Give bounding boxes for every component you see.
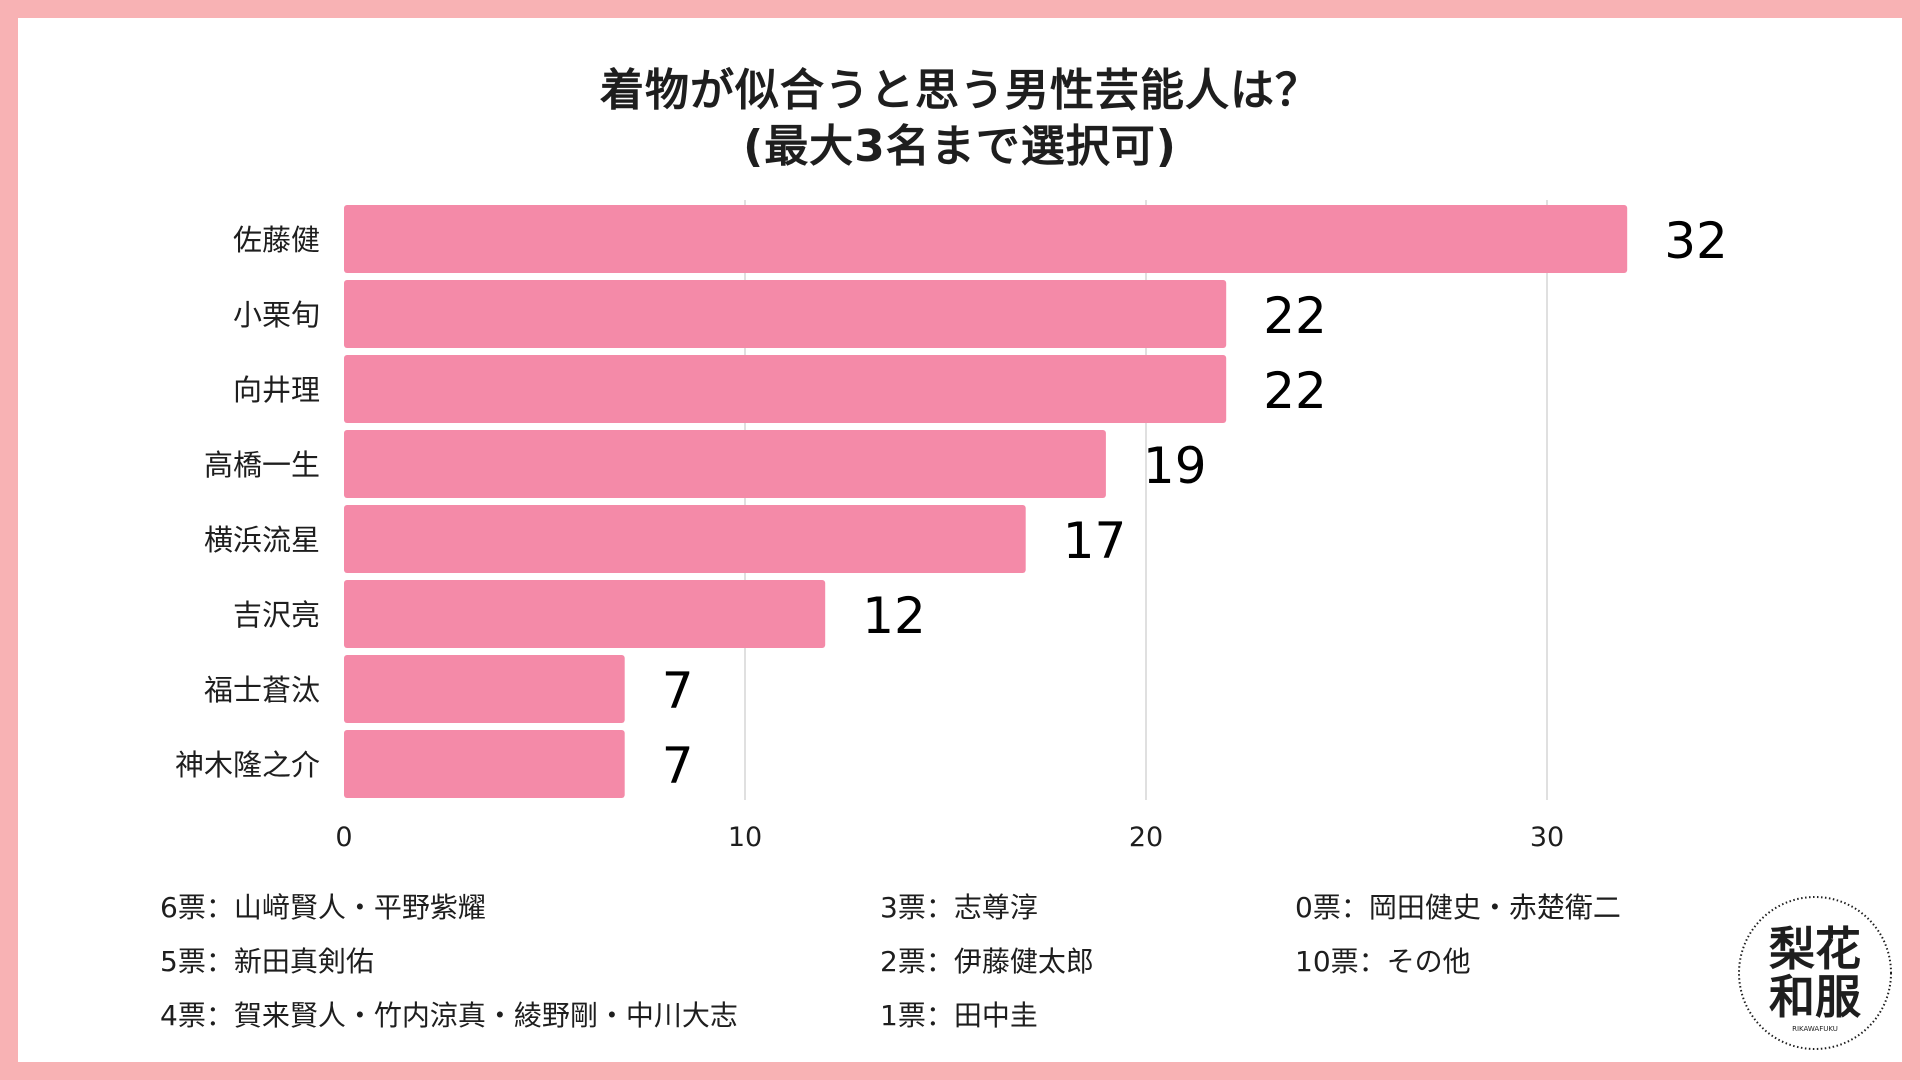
bar: [344, 205, 1628, 273]
value-label: 12: [862, 587, 926, 645]
rika-wafuku-logo: 梨花 和服 RIKAWAFUKU: [1738, 896, 1892, 1050]
value-label: 17: [1063, 512, 1127, 570]
bar: [344, 430, 1106, 498]
bar: [344, 730, 625, 798]
bar-chart: 佐藤健 32 小栗旬 22 向井理 22 高橋一生 19 横浜流星 17 吉沢亮 12 福士蒼汰 7 神木隆…: [175, 200, 1728, 853]
bar: [344, 355, 1227, 423]
legend-note: 2票：伊藤健太郎: [880, 945, 1094, 978]
value-label: 19: [1143, 437, 1207, 495]
legend-note: 5票：新田真剣佑: [160, 945, 374, 978]
bar: [344, 505, 1026, 573]
value-label: 7: [662, 662, 694, 720]
logo-subtext: RIKAWAFUKU: [1792, 1025, 1838, 1033]
chart-title-line1: 着物が似合うと思う男性芸能人は？: [600, 65, 1320, 116]
bar: [344, 280, 1227, 348]
value-label: 22: [1263, 287, 1327, 345]
category-label: 小栗旬: [233, 298, 320, 332]
x-tick-label: 30: [1530, 822, 1564, 853]
legend-note: 0票：岡田健史・赤楚衛二: [1295, 891, 1621, 924]
category-label: 高橋一生: [204, 448, 320, 482]
bar: [344, 655, 625, 723]
legend-note: 6票：山﨑賢人・平野紫耀: [160, 891, 486, 924]
value-label: 22: [1263, 362, 1327, 420]
legend-note: 3票：志尊淳: [880, 891, 1038, 924]
chart-title-line2: (最大3名まで選択可): [743, 121, 1177, 172]
category-label: 横浜流星: [204, 523, 320, 557]
bar: [344, 580, 826, 648]
category-label: 吉沢亮: [233, 598, 320, 632]
x-tick-label: 0: [335, 822, 352, 853]
category-label: 神木隆之介: [175, 748, 320, 782]
category-label: 向井理: [233, 373, 320, 407]
legend-note: 1票：田中圭: [880, 999, 1038, 1032]
logo-text-line2: 和服: [1769, 970, 1861, 1024]
legend-note: 10票：その他: [1295, 945, 1471, 978]
logo-text-line1: 梨花: [1769, 922, 1861, 976]
value-label: 32: [1664, 212, 1728, 270]
category-label: 福士蒼汰: [204, 673, 320, 707]
x-tick-label: 20: [1129, 822, 1163, 853]
value-label: 7: [662, 737, 694, 795]
legend-note: 4票：賀来賢人・竹内涼真・綾野剛・中川大志: [160, 999, 738, 1032]
category-label: 佐藤健: [233, 223, 320, 257]
x-tick-label: 10: [728, 822, 762, 853]
